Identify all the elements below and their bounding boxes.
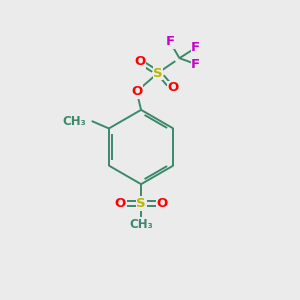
- Text: O: O: [131, 85, 142, 98]
- Text: O: O: [156, 197, 167, 210]
- Text: F: F: [165, 35, 175, 48]
- Text: F: F: [191, 41, 200, 54]
- Text: CH₃: CH₃: [62, 115, 86, 128]
- Text: S: S: [136, 197, 146, 210]
- Text: O: O: [167, 81, 178, 94]
- Text: F: F: [191, 58, 200, 70]
- Text: O: O: [115, 197, 126, 210]
- Text: O: O: [134, 55, 145, 68]
- Text: S: S: [153, 67, 163, 80]
- Text: CH₃: CH₃: [129, 218, 153, 231]
